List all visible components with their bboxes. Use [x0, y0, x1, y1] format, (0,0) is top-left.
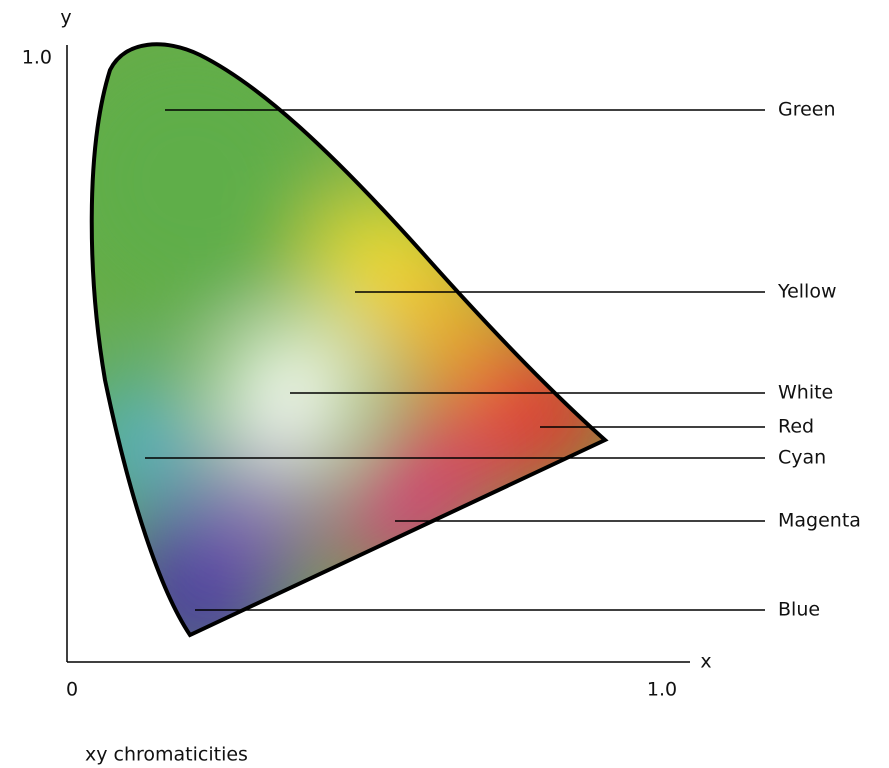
- x-max-label: 1.0: [647, 679, 677, 701]
- y-axis-label: y: [60, 7, 71, 29]
- color-fill: [91, 44, 606, 636]
- region-label: Blue: [778, 599, 820, 621]
- x-axis-label: x: [700, 651, 711, 673]
- region-label: White: [778, 382, 833, 404]
- x-min-label: 0: [66, 679, 78, 701]
- region-label: Green: [778, 99, 836, 121]
- region-label: Yellow: [777, 281, 837, 303]
- spectral-locus: [89, 42, 609, 638]
- region-label: Red: [778, 416, 814, 438]
- caption: xy chromaticities: [85, 744, 248, 766]
- region-label: Magenta: [778, 510, 861, 532]
- callouts: Green Yellow White Red Cyan Magenta Blue: [145, 99, 861, 621]
- region-label: Cyan: [778, 447, 826, 469]
- y-max-label: 1.0: [22, 47, 52, 69]
